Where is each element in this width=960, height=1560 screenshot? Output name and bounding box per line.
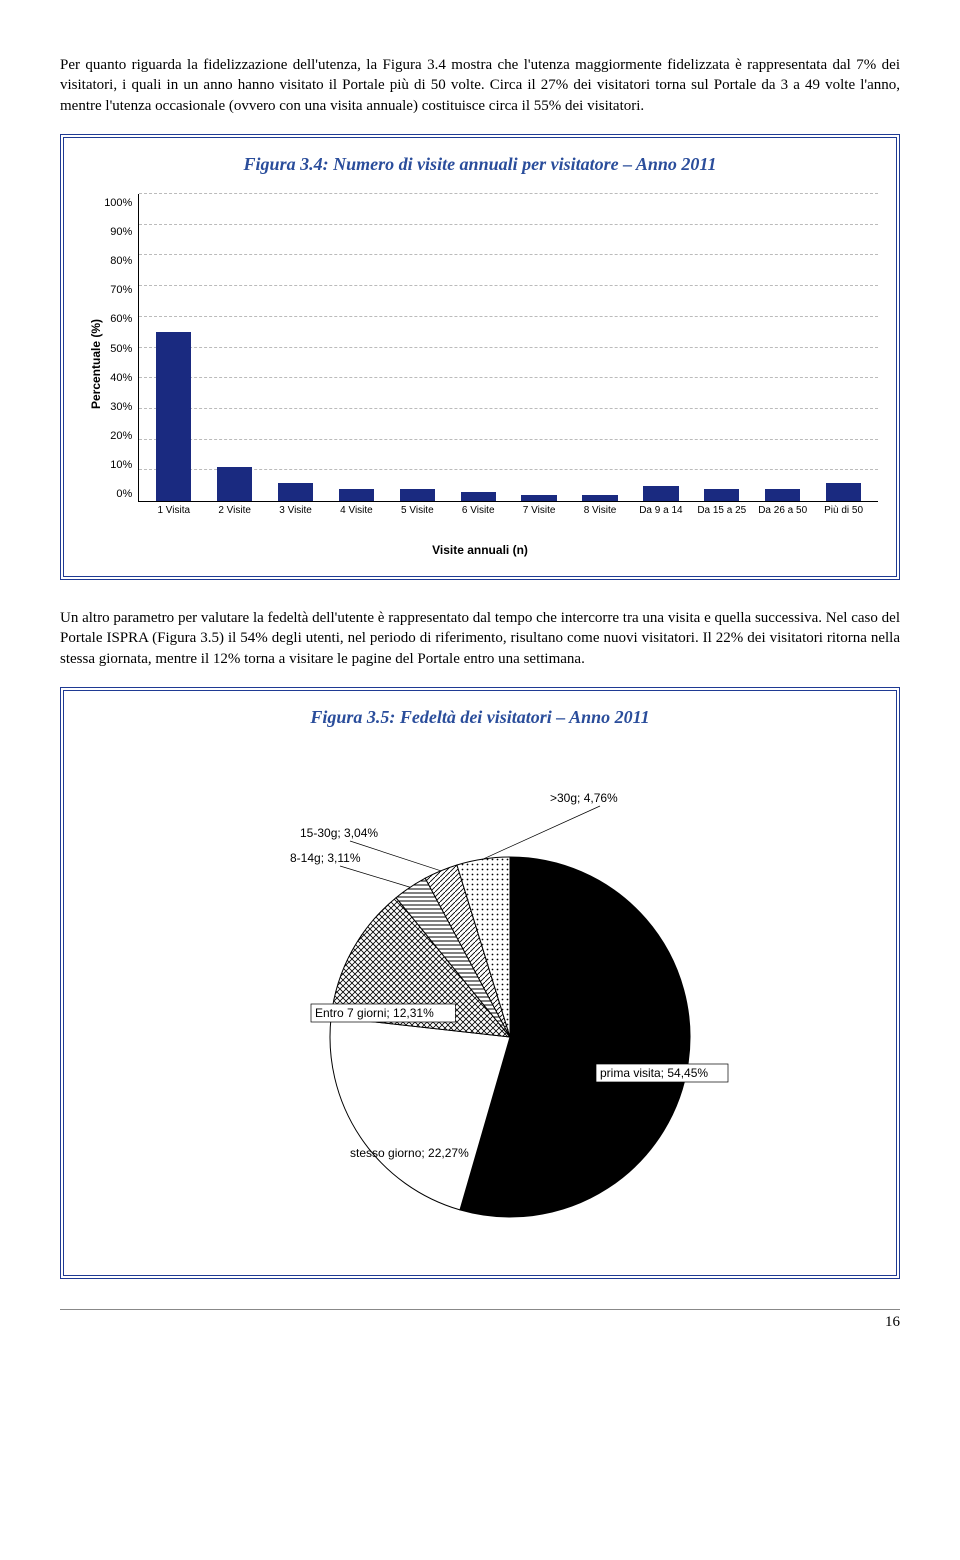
- bar: [461, 492, 496, 501]
- bar-chart-box: Figura 3.4: Numero di visite annuali per…: [60, 134, 900, 580]
- x-label: Da 9 a 14: [632, 505, 689, 516]
- pie-label: Entro 7 giorni; 12,31%: [315, 1006, 434, 1020]
- bar: [400, 489, 435, 501]
- x-axis-title: Visite annuali (n): [82, 542, 878, 558]
- pie-chart-box: Figura 3.5: Fedeltà dei visitatori – Ann…: [60, 687, 900, 1279]
- pie-label: 8-14g; 3,11%: [290, 851, 361, 865]
- bar: [339, 489, 374, 501]
- y-axis-label: Percentuale (%): [82, 319, 104, 409]
- pie-chart-title: Figura 3.5: Fedeltà dei visitatori – Ann…: [82, 705, 878, 729]
- pie-label: 15-30g; 3,04%: [300, 826, 378, 840]
- x-label: 3 Visite: [267, 505, 324, 516]
- bar: [643, 486, 678, 501]
- x-label: 4 Visite: [328, 505, 385, 516]
- x-label: 5 Visite: [389, 505, 446, 516]
- x-label: 1 Visita: [145, 505, 202, 516]
- pie-label: stesso giorno; 22,27%: [350, 1146, 469, 1160]
- x-label: Più di 50: [815, 505, 872, 516]
- page-number: 16: [60, 1309, 900, 1332]
- bar: [704, 489, 739, 501]
- x-label: Da 15 a 25: [693, 505, 750, 516]
- pie-label: prima visita; 54,45%: [600, 1066, 708, 1080]
- pie-label: >30g; 4,76%: [550, 791, 618, 805]
- x-label: Da 26 a 50: [754, 505, 811, 516]
- bar: [826, 483, 861, 501]
- bar-chart-title: Figura 3.4: Numero di visite annuali per…: [82, 152, 878, 176]
- x-label: 6 Visite: [450, 505, 507, 516]
- bar-chart: Percentuale (%) 100%90%80%70%60%50%40%30…: [82, 194, 878, 534]
- x-label: 8 Visite: [572, 505, 629, 516]
- pie-chart: prima visita; 54,45% stesso giorno; 22,27…: [82, 747, 878, 1257]
- bar: [278, 483, 313, 501]
- bar: [156, 332, 191, 501]
- plot-area: 1 Visita2 Visite3 Visite4 Visite5 Visite…: [138, 194, 878, 502]
- middle-paragraph: Un altro parametro per valutare la fedel…: [60, 608, 900, 669]
- bar: [217, 467, 252, 501]
- x-label: 2 Visite: [206, 505, 263, 516]
- y-ticks: 100%90%80%70%60%50%40%30%20%10%0%: [104, 194, 138, 534]
- bar: [765, 489, 800, 501]
- x-label: 7 Visite: [511, 505, 568, 516]
- intro-paragraph: Per quanto riguarda la fidelizzazione de…: [60, 55, 900, 116]
